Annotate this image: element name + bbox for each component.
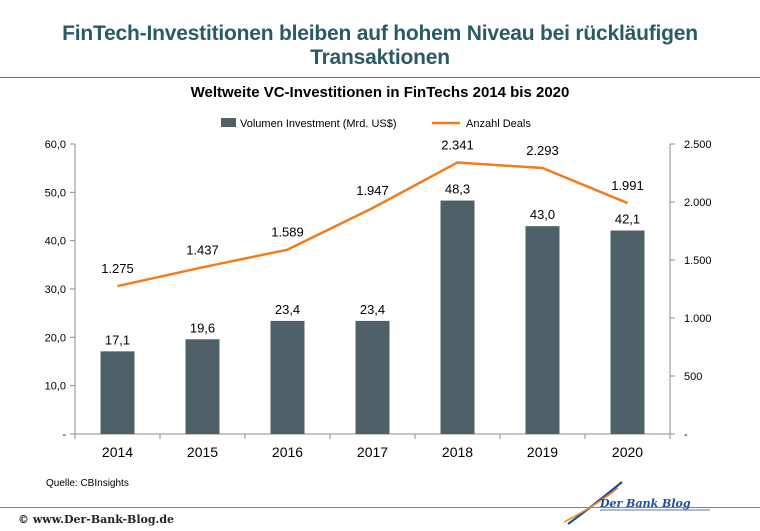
- deals-value-label: 2.293: [526, 143, 559, 158]
- logo-text: Der Bank Blog: [599, 497, 691, 510]
- left-axis-tick-label: 20,0: [45, 332, 66, 344]
- source-note: Quelle: CBInsights: [46, 478, 129, 489]
- data-labels: 17,1 19,6 23,4 23,4 48,3 43,0 42,1 1.275 1.437 1.…: [101, 137, 644, 347]
- bar-value-label: 42,1: [615, 212, 640, 227]
- right-axis-tick-label: 2.000: [684, 197, 712, 209]
- x-axis-tick-label: 2020: [612, 444, 643, 460]
- chart-axes: - 10,0 20,0 30,0 40,0 50,0 60,0 - 500 1.000 1.500 2…: [45, 139, 712, 460]
- logo-swoosh-orange: [563, 487, 619, 523]
- bar-2015: [185, 339, 220, 434]
- legend-swatch-bars: [221, 118, 236, 127]
- page-headline: FinTech-Investitionen bleiben auf hohem …: [62, 22, 698, 69]
- bar-value-label: 19,6: [190, 320, 215, 335]
- right-axis-tick-label: -: [684, 429, 688, 441]
- bar-value-label: 23,4: [275, 302, 300, 317]
- bar-2017: [355, 320, 390, 434]
- chart-title: Weltweite VC-Investitionen in FinTechs 2…: [191, 84, 570, 101]
- right-axis-tick-label: 1.500: [684, 255, 712, 267]
- left-axis-tick-label: 30,0: [45, 284, 66, 296]
- right-axis-tick-label: 2.500: [684, 139, 712, 151]
- legend-label-bars: Volumen Investment (Mrd. US$): [240, 118, 397, 130]
- der-bank-blog-logo: Der Bank Blog: [563, 481, 710, 525]
- bar-value-label: 48,3: [445, 182, 470, 197]
- x-axis-tick-label: 2015: [187, 444, 218, 460]
- x-axis-tick-label: 2017: [357, 444, 388, 460]
- deals-value-label: 2.341: [441, 137, 474, 152]
- left-axis-tick-label: 10,0: [45, 381, 66, 393]
- bar-2019: [525, 226, 560, 434]
- deals-value-label: 1.991: [611, 178, 644, 193]
- x-axis-tick-label: 2018: [442, 444, 473, 460]
- x-axis-tick-label: 2016: [272, 444, 303, 460]
- x-axis-tick-label: 2014: [102, 444, 133, 460]
- left-axis-tick-label: 40,0: [45, 236, 66, 248]
- bar-2016: [270, 320, 305, 434]
- bar-value-label: 43,0: [530, 207, 555, 222]
- right-axis-tick-label: 500: [684, 371, 702, 383]
- deals-value-label: 1.947: [356, 183, 389, 198]
- left-axis-tick-label: -: [62, 429, 66, 441]
- copyright-link[interactable]: © www.Der-Bank-Blog.de: [18, 513, 175, 526]
- left-axis-tick-label: 60,0: [45, 139, 66, 151]
- deals-value-label: 1.275: [101, 261, 134, 276]
- deals-value-label: 1.437: [186, 242, 219, 257]
- footer-divider: [0, 507, 760, 508]
- bar-2018: [440, 200, 475, 434]
- left-axis-tick-label: 50,0: [45, 187, 66, 199]
- vc-investment-chart: Weltweite VC-Investitionen in FinTechs 2…: [45, 84, 712, 460]
- bar-2020: [610, 230, 645, 434]
- headline-divider: [0, 77, 760, 78]
- bar-value-label: 23,4: [360, 302, 385, 317]
- bar-value-label: 17,1: [105, 332, 130, 347]
- chart-legend: Volumen Investment (Mrd. US$) Anzahl Dea…: [221, 118, 531, 130]
- bar-2014: [100, 351, 135, 434]
- legend-label-line: Anzahl Deals: [466, 118, 531, 130]
- right-axis-tick-label: 1.000: [684, 313, 712, 325]
- x-axis-tick-label: 2019: [527, 444, 558, 460]
- line-series: [117, 161, 628, 288]
- bar-series: [100, 200, 645, 434]
- deals-value-label: 1.589: [271, 225, 304, 240]
